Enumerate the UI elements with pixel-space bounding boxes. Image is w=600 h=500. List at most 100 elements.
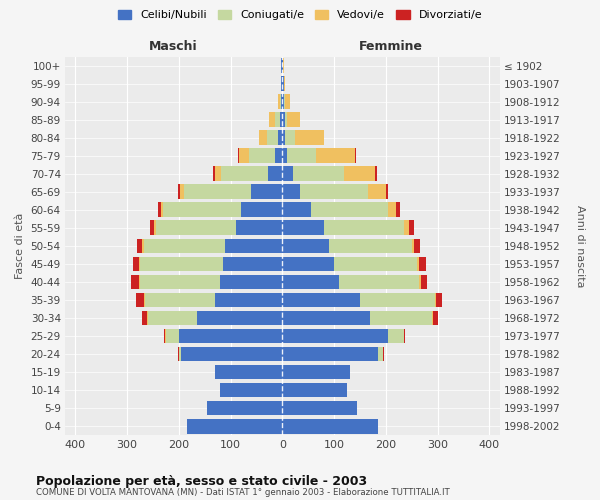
Bar	[179, 328, 283, 344]
Bar	[283, 418, 378, 434]
Bar	[215, 166, 221, 181]
Bar	[142, 238, 143, 254]
Bar	[433, 310, 438, 326]
Bar	[285, 112, 287, 127]
Bar	[158, 202, 161, 217]
Bar	[329, 238, 412, 254]
Bar	[280, 94, 281, 109]
Bar	[140, 274, 220, 289]
Bar	[284, 94, 285, 109]
Bar	[161, 202, 163, 217]
Bar	[155, 220, 236, 236]
Bar	[283, 184, 301, 199]
Bar	[414, 238, 421, 254]
Bar	[283, 202, 311, 217]
Bar	[376, 166, 377, 181]
Bar	[283, 148, 287, 163]
Bar	[140, 256, 223, 272]
Bar	[378, 346, 383, 362]
Bar	[215, 364, 283, 380]
Bar	[184, 184, 251, 199]
Bar	[181, 346, 283, 362]
Bar	[180, 184, 184, 199]
Bar	[166, 328, 179, 344]
Text: Maschi: Maschi	[149, 40, 198, 53]
Bar	[236, 220, 283, 236]
Bar	[150, 220, 154, 236]
Bar	[301, 184, 368, 199]
Bar	[139, 274, 140, 289]
Bar	[214, 166, 215, 181]
Bar	[283, 76, 284, 91]
Text: Popolazione per età, sesso e stato civile - 2003: Popolazione per età, sesso e stato civil…	[36, 475, 367, 488]
Bar	[136, 292, 144, 308]
Bar	[278, 94, 280, 109]
Bar	[283, 256, 334, 272]
Bar	[283, 274, 339, 289]
Bar	[283, 94, 284, 109]
Bar	[339, 274, 419, 289]
Bar	[275, 112, 280, 127]
Bar	[283, 238, 329, 254]
Bar	[251, 184, 283, 199]
Text: COMUNE DI VOLTA MANTOVANA (MN) - Dati ISTAT 1° gennaio 2003 - Elaborazione TUTTI: COMUNE DI VOLTA MANTOVANA (MN) - Dati IS…	[36, 488, 450, 497]
Bar	[137, 238, 142, 254]
Bar	[241, 202, 283, 217]
Y-axis label: Fasce di età: Fasce di età	[15, 212, 25, 279]
Bar	[311, 202, 388, 217]
Bar	[344, 166, 376, 181]
Bar	[287, 112, 301, 127]
Bar	[133, 256, 139, 272]
Bar	[259, 130, 267, 145]
Bar	[417, 256, 419, 272]
Bar	[142, 310, 147, 326]
Bar	[148, 310, 197, 326]
Bar	[139, 256, 140, 272]
Bar	[355, 148, 356, 163]
Y-axis label: Anni di nascita: Anni di nascita	[575, 204, 585, 287]
Bar	[221, 166, 268, 181]
Bar	[281, 58, 283, 73]
Bar	[220, 274, 283, 289]
Bar	[164, 328, 166, 344]
Bar	[179, 346, 181, 362]
Bar	[368, 184, 386, 199]
Bar	[419, 274, 421, 289]
Bar	[278, 130, 283, 145]
Bar	[207, 400, 283, 415]
Bar	[370, 310, 433, 326]
Bar	[267, 130, 278, 145]
Bar	[421, 274, 427, 289]
Bar	[226, 238, 283, 254]
Bar	[283, 310, 370, 326]
Bar	[404, 220, 409, 236]
Legend: Celibi/Nubili, Coniugati/e, Vedovi/e, Divorziati/e: Celibi/Nubili, Coniugati/e, Vedovi/e, Di…	[113, 6, 487, 25]
Bar	[295, 130, 324, 145]
Bar	[388, 202, 396, 217]
Bar	[178, 184, 180, 199]
Bar	[248, 148, 275, 163]
Bar	[404, 328, 406, 344]
Bar	[283, 382, 347, 398]
Bar	[283, 364, 350, 380]
Bar	[283, 328, 388, 344]
Bar	[197, 310, 283, 326]
Bar	[187, 418, 283, 434]
Bar	[283, 112, 285, 127]
Bar	[283, 166, 293, 181]
Bar	[324, 220, 404, 236]
Bar	[283, 130, 285, 145]
Bar	[388, 328, 404, 344]
Bar	[275, 148, 283, 163]
Bar	[412, 238, 414, 254]
Bar	[436, 292, 442, 308]
Bar	[435, 292, 436, 308]
Bar	[283, 292, 360, 308]
Bar	[281, 76, 283, 91]
Bar	[143, 238, 226, 254]
Bar	[284, 76, 285, 91]
Bar	[283, 346, 378, 362]
Text: Femmine: Femmine	[359, 40, 423, 53]
Bar	[144, 292, 145, 308]
Bar	[268, 166, 283, 181]
